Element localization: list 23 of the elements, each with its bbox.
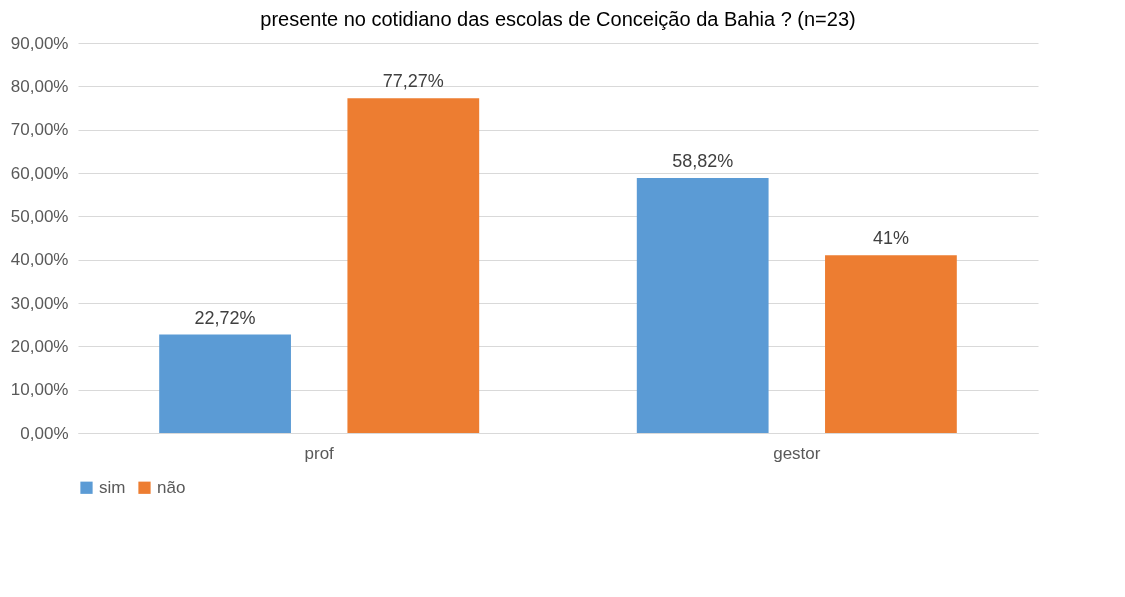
bar — [159, 334, 291, 433]
y-tick-label: 70,00% — [10, 120, 69, 140]
y-tick-label: 20,00% — [10, 336, 69, 356]
legend-label: sim — [99, 477, 126, 497]
y-tick-label: 40,00% — [10, 250, 69, 270]
bar — [636, 178, 769, 433]
y-tick-label: 50,00% — [10, 206, 69, 226]
bar — [825, 255, 957, 433]
y-tick-label: 30,00% — [10, 293, 69, 313]
y-tick-label: 10,00% — [10, 380, 69, 400]
legend-label: não — [157, 477, 186, 497]
x-tick-label: prof — [304, 443, 335, 463]
y-tick-label: 0,00% — [20, 423, 69, 443]
chart-title: presente no cotidiano das escolas de Conceição da Bahia ? (n=23) — [260, 8, 856, 30]
data-label: 22,72% — [194, 307, 256, 328]
y-tick-label: 80,00% — [10, 76, 69, 96]
y-tick-label: 60,00% — [10, 163, 69, 183]
data-label: 77,27% — [382, 71, 444, 92]
y-tick-label: 90,00% — [10, 33, 69, 53]
data-label: 58,82% — [672, 151, 734, 172]
data-label: 41% — [872, 228, 909, 249]
x-tick-label: gestor — [773, 443, 821, 463]
bar — [347, 98, 480, 433]
